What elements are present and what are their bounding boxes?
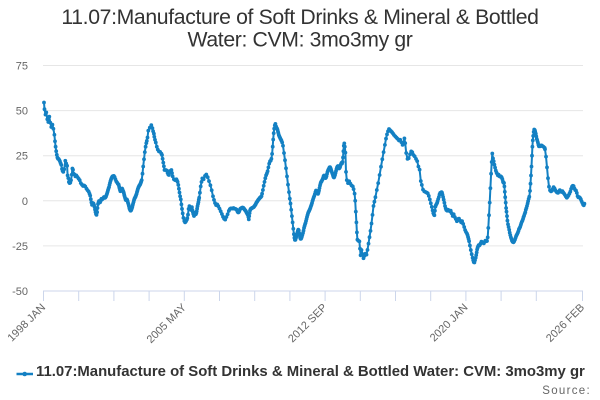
svg-text:0: 0 <box>22 196 28 208</box>
svg-text:Water: CVM: 3mo3my gr: Water: CVM: 3mo3my gr <box>188 29 413 52</box>
svg-text:25: 25 <box>16 151 28 163</box>
svg-text:75: 75 <box>16 61 28 73</box>
svg-text:11.07:Manufacture of Soft Drin: 11.07:Manufacture of Soft Drinks & Miner… <box>36 364 585 380</box>
svg-text:50: 50 <box>16 106 28 118</box>
svg-text:Source:: Source: <box>542 385 591 397</box>
svg-text:11.07:Manufacture of Soft Drin: 11.07:Manufacture of Soft Drinks & Miner… <box>61 6 538 29</box>
svg-text:-25: -25 <box>12 241 28 253</box>
svg-text:-50: -50 <box>12 286 28 298</box>
